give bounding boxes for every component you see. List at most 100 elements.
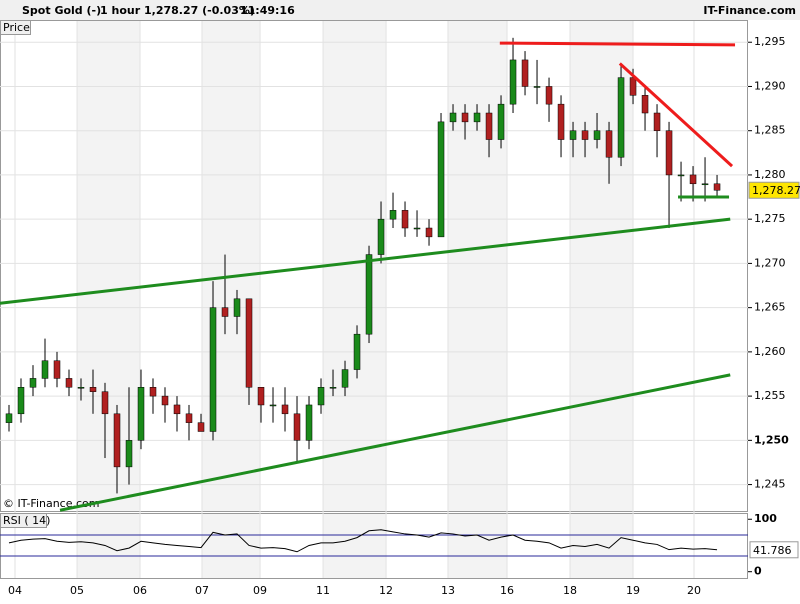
y-tick-label: 1,265 [754, 301, 786, 314]
time: 11:49:16 [240, 4, 295, 17]
x-tick-label: 04 [8, 584, 22, 597]
day-band [323, 514, 387, 578]
x-tick-label: 13 [441, 584, 455, 597]
candle-body [485, 112, 493, 140]
candle-body [521, 59, 529, 87]
candle-body [629, 77, 637, 96]
rsi-frame [0, 513, 748, 579]
candle-body [557, 103, 565, 140]
y-tick-label: 1,285 [754, 124, 786, 137]
candle-body [185, 413, 193, 423]
y-tick-label: 1,245 [754, 478, 786, 491]
candle-body [161, 395, 169, 406]
x-tick-label: 12 [379, 584, 393, 597]
y-tick-label: 1,275 [754, 212, 786, 225]
candle-body [293, 413, 301, 441]
candle-body [593, 130, 601, 140]
candle-body [413, 227, 421, 230]
candle-body [329, 387, 337, 389]
source: IT-Finance.com [703, 4, 796, 17]
candle-body [341, 369, 349, 388]
y-tick-label: 1,260 [754, 345, 786, 358]
candle-body [65, 378, 73, 388]
interval: 1 hour [100, 4, 141, 17]
panel-label-box [0, 513, 47, 528]
candle-body [173, 404, 181, 415]
candle-body [689, 174, 697, 185]
candle-body [533, 86, 541, 88]
y-tick-label: 1,270 [754, 256, 786, 269]
candle-body [677, 174, 685, 177]
y-tick-label: 1,295 [754, 35, 786, 48]
candle-body [305, 404, 313, 441]
day-band [77, 21, 141, 511]
day-band [447, 514, 508, 578]
panel-label-box [0, 20, 31, 35]
header-bar [0, 0, 800, 20]
candle-body [29, 378, 37, 388]
x-tick-label: 05 [70, 584, 84, 597]
quote: 1,278.27 (-0.03%) [144, 4, 255, 17]
candle-body [233, 298, 241, 317]
candle-body [149, 387, 157, 397]
y-tick-label: 1,290 [754, 79, 786, 92]
candle-body [701, 183, 709, 186]
rsi-line [8, 529, 718, 553]
candle-body [401, 210, 409, 229]
trendline [0, 217, 731, 305]
candle-body [365, 254, 373, 335]
candle-body [665, 130, 673, 176]
trendline [499, 41, 736, 47]
candle-body [209, 307, 217, 432]
candle-body [437, 121, 445, 238]
candle-body [461, 112, 469, 123]
last-price-box [748, 181, 800, 199]
candle-body [245, 298, 253, 388]
candle-body [569, 130, 577, 140]
candle-body [449, 112, 457, 123]
candle-body [5, 413, 13, 423]
candle-body [545, 86, 553, 105]
candle-body [269, 404, 277, 407]
candle-body [17, 387, 25, 415]
panel-label: RSI ( 14) [3, 514, 50, 527]
y-tick-label: 1,280 [754, 168, 786, 181]
candle-body [377, 218, 385, 255]
y-tick-label: 1,250 [754, 433, 789, 446]
candle-body [425, 227, 433, 238]
candle-body [389, 210, 397, 220]
trendline [618, 62, 734, 168]
copyright: © IT-Finance.com [3, 497, 100, 510]
x-tick-label: 18 [563, 584, 577, 597]
candle-body [353, 333, 361, 370]
candle-body [137, 387, 145, 441]
candle-body [221, 307, 229, 317]
y-tick-label: 1,255 [754, 389, 786, 402]
x-tick-label: 09 [253, 584, 267, 597]
last-price-label: 1,278.27 [752, 184, 800, 197]
candle-body [113, 413, 121, 468]
candle-body [581, 130, 589, 140]
candle-body [77, 387, 85, 389]
candle-body [101, 391, 109, 415]
x-tick-label: 16 [500, 584, 514, 597]
x-tick-label: 19 [626, 584, 640, 597]
candle-body [257, 387, 265, 406]
rsi-value-box [749, 541, 799, 559]
candle-body [605, 130, 613, 158]
candle-body [53, 360, 61, 379]
candle-body [641, 95, 649, 114]
day-band [77, 514, 141, 578]
x-tick-label: 06 [133, 584, 147, 597]
candle-body [653, 112, 661, 131]
x-tick-label: 20 [687, 584, 701, 597]
candle-body [713, 183, 721, 191]
rsi-tick-label: 100 [754, 512, 777, 525]
x-tick-label: 11 [316, 584, 330, 597]
rsi-value-label: 41.786 [753, 544, 792, 557]
trendline [59, 373, 731, 512]
candle-body [509, 59, 517, 105]
rsi-tick-label: 0 [754, 565, 762, 578]
title: Spot Gold (-) [22, 4, 101, 17]
